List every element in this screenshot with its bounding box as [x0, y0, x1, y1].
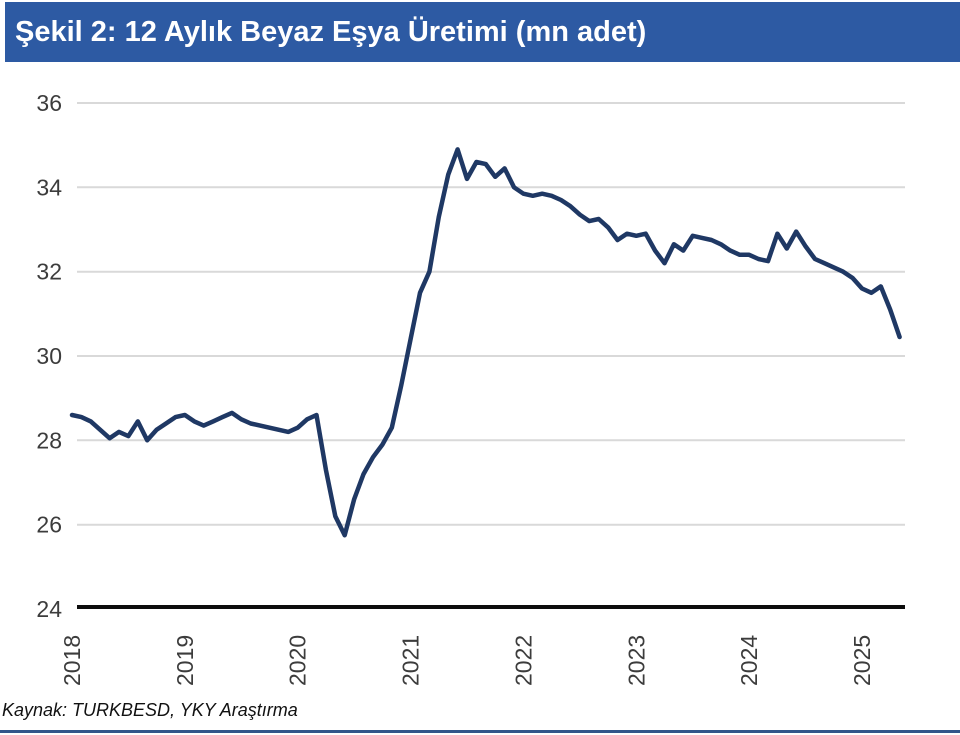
y-tick-label: 26: [36, 512, 62, 538]
y-tick-label: 24: [36, 596, 62, 622]
x-tick-label: 2025: [849, 635, 875, 686]
production-line-series: [69, 147, 902, 538]
source-note: Kaynak: TURKBESD, YKY Araştırma: [2, 700, 298, 720]
y-tick-label: 30: [36, 343, 62, 369]
x-tick-label: 2021: [398, 635, 424, 686]
x-tick-label: 2020: [285, 635, 311, 686]
figure-title: Şekil 2: 12 Aylık Beyaz Eşya Üretimi (mn…: [15, 15, 647, 48]
y-tick-label: 36: [36, 90, 62, 116]
x-tick-label: 2018: [59, 635, 85, 686]
y-tick-label: 34: [36, 174, 62, 200]
y-tick-label: 28: [36, 427, 62, 453]
x-tick-label: 2019: [172, 635, 198, 686]
y-tick-label: 32: [36, 259, 62, 285]
bottom-rule-divider: [0, 730, 960, 733]
x-tick-label: 2022: [510, 635, 536, 686]
figure-title-bar: Şekil 2: 12 Aylık Beyaz Eşya Üretimi (mn…: [5, 2, 960, 62]
x-tick-label: 2024: [736, 635, 762, 686]
x-tick-label: 2023: [623, 635, 649, 686]
